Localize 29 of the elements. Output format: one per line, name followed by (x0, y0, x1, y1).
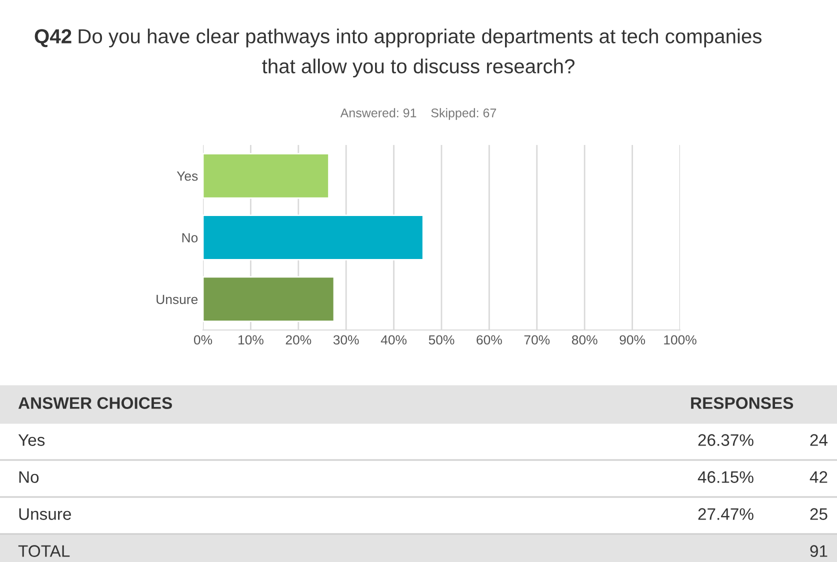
y-tick-label: Yes (176, 172, 198, 181)
category-label: Unsure (19, 508, 71, 520)
x-tick-label: 0% (194, 335, 212, 345)
text: 46.15% (698, 471, 754, 483)
text: 26.37% (698, 434, 754, 446)
text: 25 (810, 508, 828, 520)
text: TOTAL (18, 545, 70, 557)
category-label: No (19, 471, 39, 483)
text: ANSWER CHOICES (18, 397, 172, 409)
x-tick-label: 30% (333, 335, 359, 345)
text: 42 (810, 471, 828, 483)
x-tick-label: 60% (476, 335, 502, 345)
text: 24 (810, 434, 828, 446)
x-tick-label: 20% (286, 335, 312, 345)
y-tick-label: No (182, 233, 198, 242)
x-tick-label: 50% (428, 335, 454, 345)
text: 91 (810, 545, 828, 557)
x-tick-label: 40% (380, 335, 407, 345)
y-tick-label: Unsure (156, 294, 198, 304)
x-tick-label: 10% (238, 335, 264, 345)
text: 27.47% (698, 508, 754, 520)
x-tick-label: 90% (620, 335, 646, 345)
x-tick-label: 80% (572, 335, 598, 345)
x-tick-label: 100% (664, 335, 696, 345)
x-tick-label: 70% (524, 335, 550, 345)
chart-title: Q42 Do you have clear pathways into appropriate departments at tech companies that allow you to discuss research? (34, 28, 762, 78)
chart-subtitle: Answered: 91 Skipped: 67 (340, 108, 496, 120)
category-label: Yes (18, 434, 45, 446)
text: RESPONSES (691, 397, 794, 409)
